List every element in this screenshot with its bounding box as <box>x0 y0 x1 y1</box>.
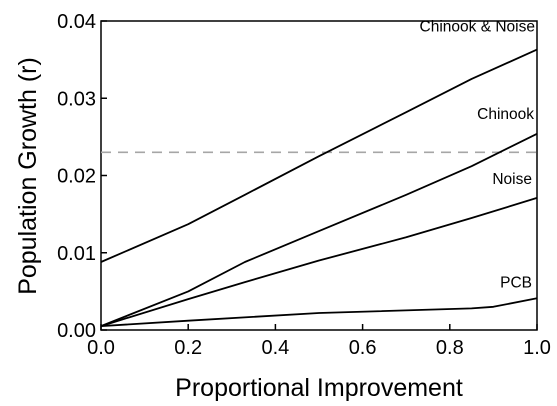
x-tick-label: 0.6 <box>349 337 377 359</box>
x-axis-title: Proportional Improvement <box>175 374 463 402</box>
series-label: Chinook <box>477 106 534 123</box>
y-tick-label: 0.01 <box>57 243 96 265</box>
y-tick-label: 0.03 <box>57 88 96 110</box>
x-tick-label: 0.0 <box>87 337 115 359</box>
tick-layer: 0.0 0.2 0.4 0.6 0.8 1.0 0.00 0.01 0.02 0.03 0.04 <box>57 11 551 359</box>
y-tick-label: 0.04 <box>57 11 96 33</box>
series-line <box>100 297 538 327</box>
x-tick-label: 0.4 <box>261 337 289 359</box>
y-axis-title: Population Growth (r) <box>14 57 42 295</box>
y-tick-label: 0.02 <box>57 166 96 188</box>
plot-frame <box>100 20 538 331</box>
series-layer: Chinook & Noise Chinook Noise PCB <box>100 19 538 327</box>
series-label: Chinook & Noise <box>420 19 535 36</box>
series-line <box>100 48 538 263</box>
series-label: PCB <box>500 274 532 291</box>
x-tick-label: 1.0 <box>523 337 551 359</box>
x-tick-label: 0.2 <box>174 337 202 359</box>
series-line <box>100 132 538 327</box>
x-tick-label: 0.8 <box>436 337 464 359</box>
y-tick-label: 0.00 <box>57 320 96 342</box>
series-label: Noise <box>492 171 532 188</box>
series-line <box>100 197 538 327</box>
